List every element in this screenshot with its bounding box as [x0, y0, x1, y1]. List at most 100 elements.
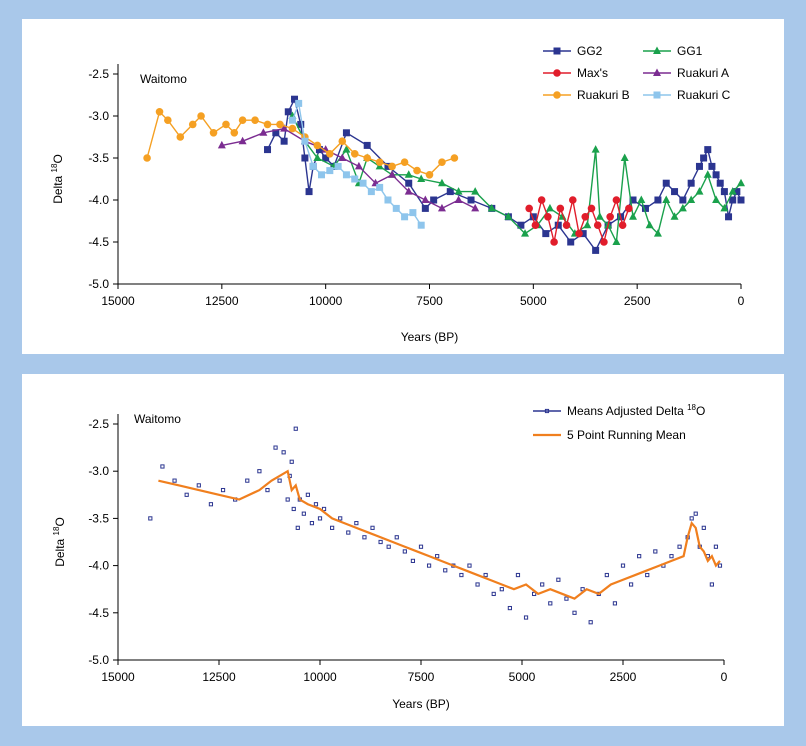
data-point [375, 158, 384, 166]
data-point [220, 487, 226, 493]
data-point [405, 179, 413, 187]
axes-group: -2.5 -3.0 -3.5 -4.0 -4.5 -5.0 15000 12500 10000 7… [88, 64, 745, 308]
data-point [238, 116, 247, 124]
data-point [342, 129, 350, 137]
y-tick-label: -4.5 [88, 606, 109, 620]
data-point [318, 171, 326, 179]
data-point [291, 506, 296, 512]
y-tick-label: -2.5 [88, 67, 109, 81]
data-point [579, 230, 587, 238]
data-point [671, 188, 679, 196]
data-point [276, 120, 284, 129]
data-point [309, 521, 315, 526]
data-point [612, 237, 621, 245]
data-point [693, 511, 698, 516]
legend: GG2 GG1 Max's Ruakuri A Ruakuri B Ruakuri C [543, 44, 731, 102]
legend-label-main: Ruakuri B [577, 88, 630, 102]
data-point [654, 196, 662, 204]
x-tick-label: 5000 [509, 670, 536, 684]
data-point [583, 220, 592, 229]
series-5-point-running-mean [158, 469, 721, 600]
data-point [620, 153, 629, 161]
data-point [709, 582, 714, 587]
series-gg2 [264, 95, 745, 254]
data-point [713, 544, 719, 549]
data-point [297, 120, 305, 128]
legend-marker [653, 91, 661, 99]
data-point [410, 558, 416, 563]
data-point [342, 145, 351, 153]
data-point [542, 230, 550, 238]
legend-label-main: GG2 [577, 44, 603, 58]
data-point [437, 178, 446, 187]
y-tick-label: -3.0 [88, 109, 109, 123]
top-chart-panel: -2.5 -3.0 -3.5 -4.0 -4.5 -5.0 15000 12500 10000 7… [22, 19, 784, 354]
data-point [326, 150, 334, 158]
data-point [208, 502, 214, 507]
data-point [259, 128, 268, 136]
data-point [637, 554, 642, 559]
legend-label: GG2 [577, 44, 603, 58]
data-point [679, 196, 687, 204]
x-tick-label: 2500 [610, 670, 637, 684]
data-point [413, 166, 421, 175]
data-point [475, 582, 480, 587]
data-point [459, 572, 464, 578]
data-point [277, 478, 282, 483]
data-point [272, 129, 280, 137]
data-point [701, 525, 706, 530]
x-tick-label: 7500 [416, 294, 443, 308]
data-point [280, 124, 289, 132]
data-point [491, 591, 496, 597]
data-point [471, 187, 480, 195]
data-point [281, 450, 286, 455]
data-point [572, 610, 577, 615]
data-point [662, 195, 671, 203]
data-point [363, 154, 372, 162]
data-point [330, 525, 335, 530]
data-point [426, 563, 432, 568]
data-point [346, 530, 351, 535]
data-point [568, 196, 577, 204]
data-point [273, 445, 278, 450]
data-point [628, 582, 634, 587]
legend-marker [553, 91, 561, 99]
y-tick-label: -2.5 [88, 417, 109, 431]
data-point [467, 196, 475, 204]
data-point [521, 229, 530, 237]
data-point [437, 203, 446, 212]
y-tick-label: -4.0 [88, 559, 109, 573]
data-point [604, 572, 609, 578]
data-point [222, 120, 230, 129]
data-point [454, 195, 463, 203]
series-line [221, 127, 476, 210]
data-point [257, 469, 262, 474]
data-point [504, 212, 513, 220]
data-point [143, 154, 151, 162]
data-point [160, 464, 165, 469]
data-point [172, 478, 177, 483]
x-tick-label: 2500 [624, 294, 651, 308]
y-tick-label: -3.5 [88, 511, 109, 525]
data-point [184, 492, 189, 497]
data-point [421, 204, 429, 212]
data-point [326, 167, 334, 175]
x-tick-label: 5000 [520, 294, 547, 308]
top-chart: -2.5 -3.0 -3.5 -4.0 -4.5 -5.0 15000 12500 10000 7… [50, 44, 745, 344]
data-point [625, 204, 633, 213]
data-point [359, 179, 367, 187]
data-point [525, 204, 533, 213]
data-point [717, 563, 723, 568]
data-point [354, 521, 359, 526]
data-point [712, 171, 720, 179]
data-point [317, 516, 323, 521]
data-point [351, 175, 359, 183]
x-tick-label: 15000 [101, 294, 135, 308]
data-point [737, 178, 745, 187]
data-point [367, 188, 375, 196]
legend-marker [653, 68, 661, 76]
data-point [591, 145, 600, 153]
x-tick-label: 10000 [309, 294, 343, 308]
legend-label-main: GG1 [677, 44, 703, 58]
data-point [370, 525, 375, 530]
